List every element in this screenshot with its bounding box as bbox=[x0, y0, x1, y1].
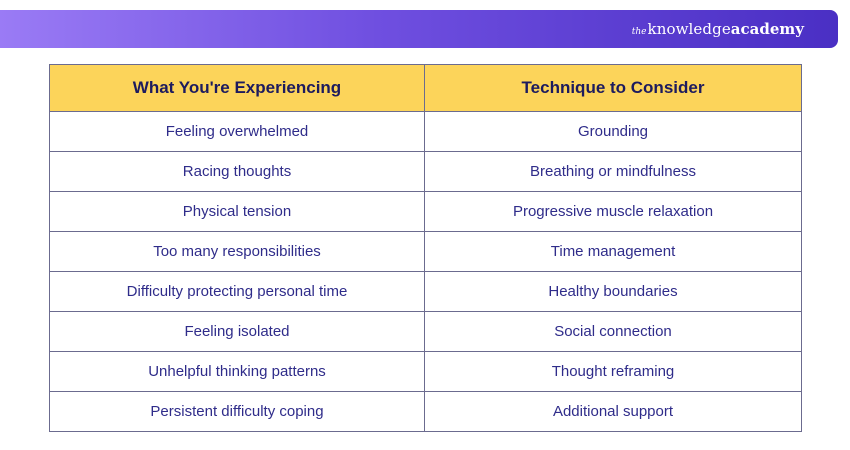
brand-logo-prefix: the bbox=[631, 27, 647, 37]
experience-cell: Physical tension bbox=[49, 191, 425, 232]
experience-cell: Unhelpful thinking patterns bbox=[49, 351, 425, 392]
experience-cell: Too many responsibilities bbox=[49, 231, 425, 272]
table-row: Too many responsibilities Time managemen… bbox=[49, 231, 802, 272]
brand-logo-name-bold: academy bbox=[730, 20, 804, 38]
table-row: Unhelpful thinking patterns Thought refr… bbox=[49, 351, 802, 392]
table-row: Physical tension Progressive muscle rela… bbox=[49, 191, 802, 232]
experience-cell: Feeling overwhelmed bbox=[49, 111, 425, 152]
technique-cell: Progressive muscle relaxation bbox=[424, 191, 802, 232]
technique-cell: Social connection bbox=[424, 311, 802, 352]
technique-cell: Additional support bbox=[424, 391, 802, 432]
experience-cell: Racing thoughts bbox=[49, 151, 425, 192]
top-banner: theknowledgeacademy bbox=[0, 10, 838, 48]
experience-cell: Difficulty protecting personal time bbox=[49, 271, 425, 312]
column-header-experiencing: What You're Experiencing bbox=[49, 64, 425, 112]
techniques-table: What You're Experiencing Technique to Co… bbox=[49, 64, 802, 432]
table-row: Persistent difficulty coping Additional … bbox=[49, 391, 802, 432]
brand-logo-name: knowledge bbox=[647, 20, 731, 38]
table-row: Feeling isolated Social connection bbox=[49, 311, 802, 352]
technique-cell: Thought reframing bbox=[424, 351, 802, 392]
table-row: Difficulty protecting personal time Heal… bbox=[49, 271, 802, 312]
table-row: Racing thoughts Breathing or mindfulness bbox=[49, 151, 802, 192]
brand-logo: theknowledgeacademy bbox=[632, 19, 804, 42]
technique-cell: Grounding bbox=[424, 111, 802, 152]
technique-cell: Healthy boundaries bbox=[424, 271, 802, 312]
column-header-technique: Technique to Consider bbox=[424, 64, 802, 112]
experience-cell: Persistent difficulty coping bbox=[49, 391, 425, 432]
table-header-row: What You're Experiencing Technique to Co… bbox=[49, 64, 802, 112]
technique-cell: Breathing or mindfulness bbox=[424, 151, 802, 192]
experience-cell: Feeling isolated bbox=[49, 311, 425, 352]
table-row: Feeling overwhelmed Grounding bbox=[49, 111, 802, 152]
technique-cell: Time management bbox=[424, 231, 802, 272]
